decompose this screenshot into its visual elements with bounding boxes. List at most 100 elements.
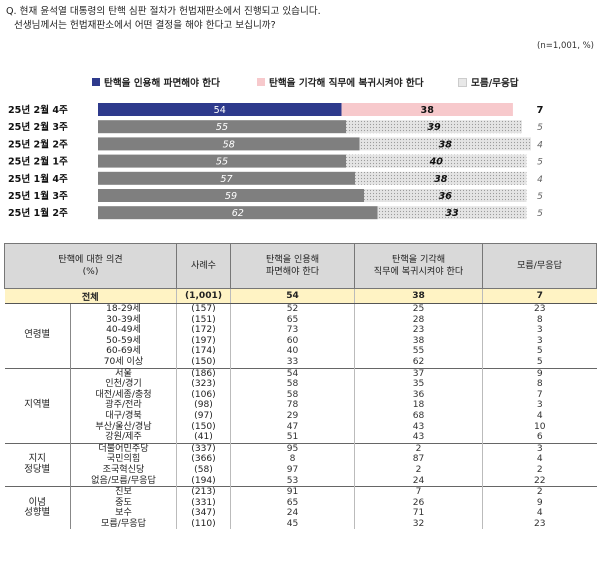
value-cell: 3 [482, 335, 597, 347]
value-cell: 97 [230, 464, 355, 476]
bar-reject [346, 154, 527, 168]
sample-count: (172) [176, 325, 231, 336]
value-cell: 65 [230, 497, 355, 509]
row-label: 60-69세 [106, 346, 141, 357]
value-cell: 37 [354, 367, 483, 380]
legend-item-reject: 탄핵을 기각해 직무에 복귀시켜야 한다 [257, 75, 424, 89]
value-cell: 95 [230, 442, 355, 455]
value-cell: 23 [482, 302, 597, 315]
row-label: 40-49세 [106, 325, 141, 336]
table-row: 지역별 서울 (186) 54 37 9 [4, 367, 597, 444]
data-label-unknown: 4 [537, 140, 543, 150]
table-row: 연령별 18-29세 (157) 52 25 23 [4, 302, 597, 369]
value-cell: 91 [230, 486, 355, 498]
category-label: 25년 2월 1주 [8, 156, 68, 168]
header-uphold: 탄핵을 인용해 파면해야 한다 [230, 243, 356, 289]
value-cell: 45 [230, 518, 355, 530]
row-label: 18-29세 [70, 302, 177, 315]
legend-item-uphold: 탄핵을 인용해 파면해야 한다 [92, 75, 220, 89]
table-row: 없음/모름/무응답 (194) 53 24 22 [5, 475, 597, 487]
value-cell: 36 [354, 389, 483, 401]
value-cell: 5 [482, 356, 597, 369]
group-label: 이념 성향별 [4, 486, 71, 530]
sample-count: (110) [176, 518, 231, 530]
sample-count: (337) [176, 442, 231, 455]
sample-count: (1,001) [176, 288, 231, 304]
sample-count: (150) [176, 421, 231, 433]
table-row: 조국혁신당 (58) 97 2 2 [5, 464, 597, 476]
sample-count: (58) [176, 464, 231, 476]
table-row: 강원/제주 (41) 51 43 6 [5, 432, 597, 444]
sample-count: (323) [176, 379, 231, 390]
table-row: 40-49세 (172) 73 23 3 [5, 325, 597, 336]
table-row: 보수 (347) 24 71 4 [5, 508, 597, 519]
legend-swatch-uphold [92, 78, 100, 86]
value-cell: 60 [230, 335, 355, 347]
table-row: 모름/무응답 (110) 45 32 23 [5, 518, 597, 530]
data-label-uphold: 59 [225, 191, 237, 202]
value-cell: 6 [482, 432, 597, 444]
row-label: 부산/울산/경남 [95, 421, 152, 432]
value-cell: 38 [354, 335, 483, 347]
bar-reject [346, 120, 522, 134]
table-row: 국민의힘 (366) 8 87 4 [5, 454, 597, 465]
table-row: 대전/세종/충청 (106) 58 36 7 [5, 389, 597, 401]
bar-uphold [98, 171, 356, 185]
value-cell: 51 [230, 432, 355, 444]
value-cell: 62 [354, 356, 483, 369]
header-opinion: 탄핵에 대한 의견 (%) [3, 243, 178, 289]
value-cell: 78 [230, 400, 355, 411]
value-cell: 65 [230, 314, 355, 326]
table-row: 30-39세 (151) 65 28 8 [5, 314, 597, 326]
data-label-uphold: 55 [216, 122, 228, 133]
value-cell: 8 [482, 314, 597, 326]
sample-count: (97) [176, 410, 231, 422]
value-cell: 3 [482, 400, 597, 411]
legend-label-uphold: 탄핵을 인용해 파면해야 한다 [104, 78, 220, 89]
data-label-uphold: 54 [214, 105, 226, 116]
value-cell: 52 [230, 302, 355, 315]
value-cell: 18 [354, 400, 483, 411]
value-cell: 8 [482, 379, 597, 390]
bar-uphold [98, 189, 365, 202]
value-cell: 5 [482, 346, 597, 357]
sample-count: (174) [176, 346, 231, 357]
value-cell: 2 [354, 464, 483, 476]
legend-swatch-unknown [458, 77, 467, 87]
sample-count: (213) [176, 486, 231, 498]
value-cell: 10 [482, 421, 597, 433]
value-cell: 2 [354, 442, 483, 455]
value-cell: 9 [482, 367, 597, 380]
group-label: 지역별 [4, 367, 71, 444]
value-cell: 73 [230, 325, 355, 336]
value-cell: 35 [354, 379, 483, 390]
value-cell: 33 [230, 356, 355, 369]
legend-item-unknown: 모름/무응답 [458, 75, 519, 89]
category-label: 25년 1월 4주 [8, 173, 68, 185]
category-label: 25년 2월 3주 [8, 121, 68, 133]
value-cell: 4 [482, 454, 597, 465]
bar-uphold [98, 154, 347, 168]
value-cell: 4 [482, 410, 597, 422]
data-label-unknown: 7 [537, 105, 544, 116]
sample-count: (98) [176, 400, 231, 411]
row-label: 인천/경기 [105, 379, 142, 390]
table-row-total: 전체 (1,001) 54 38 7 [4, 288, 597, 304]
table-row: 70세 이상 (150) 33 62 5 [5, 356, 597, 369]
value-cell: 32 [354, 518, 483, 530]
value-cell: 26 [354, 497, 483, 509]
bar-reject [364, 189, 527, 202]
value-cell: 24 [230, 508, 355, 519]
table-row: 50-59세 (197) 60 38 3 [5, 335, 597, 347]
data-label-reject: 40 [429, 157, 444, 168]
data-label-uphold: 62 [232, 208, 244, 219]
table-row: 대구/경북 (97) 29 68 4 [5, 410, 597, 422]
question-line-1: Q. 현재 윤석열 대통령의 탄핵 심판 절차가 헌법재판소에서 진행되고 있습… [6, 6, 321, 17]
sample-count: (194) [176, 475, 231, 487]
row-label: 모름/무응답 [101, 518, 146, 529]
category-label: 25년 2월 2주 [8, 138, 68, 150]
value-cell: 87 [354, 454, 483, 465]
data-label-reject: 33 [445, 208, 459, 219]
value-cell: 7 [482, 389, 597, 401]
value-cell: 2 [482, 486, 597, 498]
